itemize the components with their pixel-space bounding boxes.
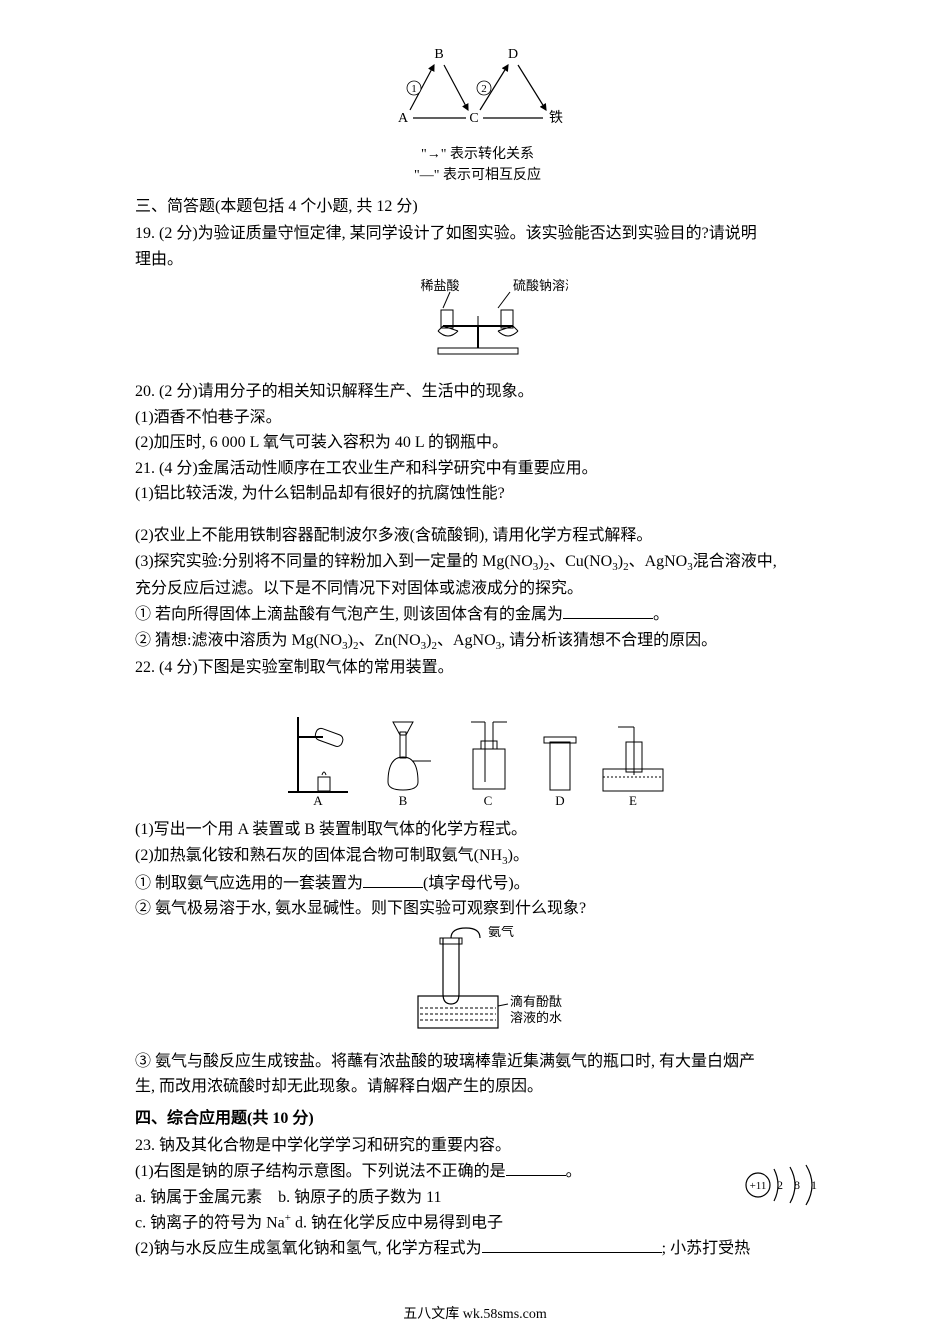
svg-text:1: 1: [811, 1178, 817, 1192]
svg-text:8: 8: [794, 1178, 800, 1192]
diagram-caption1: "→" 表示转化关系: [135, 144, 820, 165]
q23-intro: 23. 钠及其化合物是中学化学学习和研究的重要内容。: [135, 1133, 820, 1159]
blank-metal: [563, 618, 653, 619]
svg-text:A: A: [313, 793, 323, 807]
svg-text:D: D: [555, 793, 564, 807]
q21-intro: 21. (4 分)金属活动性顺序在工农业生产和科学研究中有重要应用。: [135, 456, 820, 482]
blank-answer: [506, 1175, 566, 1176]
blank-device: [363, 887, 423, 888]
q22-s1: ① 制取氨气应选用的一套装置为(填字母代号)。: [135, 871, 820, 897]
q21-p1: (1)铝比较活泼, 为什么铝制品却有很好的抗腐蚀性能?: [135, 481, 820, 507]
spacer: [135, 507, 820, 523]
section4-header: 四、综合应用题(共 10 分): [135, 1106, 820, 1132]
section3-header: 三、简答题(本题包括 4 个小题, 共 12 分): [135, 194, 820, 220]
q20-intro: 20. (2 分)请用分子的相关知识解释生产、生活中的现象。: [135, 379, 820, 405]
apparatus-figure: A B C D: [135, 687, 820, 816]
svg-text:D: D: [507, 47, 517, 62]
svg-text:E: E: [629, 793, 637, 807]
svg-text:铁: 铁: [549, 110, 563, 126]
q23-cd: c. 钠离子的符号为 Na+ d. 钠在化学反应中易得到电子: [135, 1210, 820, 1236]
q23-p1: (1)右图是钠的原子结构示意图。下列说法不正确的是。: [135, 1159, 820, 1185]
q21-p2: (2)农业上不能用铁制容器配制波尔多液(含硫酸铜), 请用化学方程式解释。: [135, 523, 820, 549]
q20-p2: (2)加压时, 6 000 L 氧气可装入容积为 40 L 的钢瓶中。: [135, 430, 820, 456]
svg-text:C: C: [483, 793, 492, 807]
svg-text:B: B: [434, 47, 443, 62]
blank-equation: [482, 1252, 662, 1253]
svg-text:C: C: [469, 111, 478, 126]
atom-structure-figure: +11 2 8 1: [742, 1161, 820, 1218]
diagram-caption2: "—" 表示可相互反应: [135, 165, 820, 186]
q22-s3a: ③ 氨气与酸反应生成铵盐。将蘸有浓盐酸的玻璃棒靠近集满氨气的瓶口时, 有大量白烟…: [135, 1049, 820, 1075]
q22-intro: 22. (4 分)下图是实验室制取气体的常用装置。: [135, 655, 820, 681]
q19-line2: 理由。: [135, 247, 820, 273]
q23-ab: a. 钠属于金属元素 b. 钠原子的质子数为 11: [135, 1185, 820, 1211]
ammonia-tube-figure: 氨气 滴有酚酞 溶液的水: [135, 926, 820, 1045]
svg-text:硫酸钠溶液: 硫酸钠溶液: [513, 278, 568, 293]
svg-text:滴有酚酞: 滴有酚酞: [510, 994, 562, 1009]
page-footer: 五八文库 wk.58sms.com: [0, 1304, 950, 1326]
q22-p2: (2)加热氯化铵和熟石灰的固体混合物可制取氨气(NH3)。: [135, 843, 820, 871]
svg-text:氨气: 氨气: [488, 926, 514, 939]
svg-text:A: A: [397, 111, 408, 126]
svg-text:2: 2: [481, 83, 487, 95]
q19-line1: 19. (2 分)为验证质量守恒定律, 某同学设计了如图实验。该实验能否达到实验…: [135, 221, 820, 247]
q22-p1: (1)写出一个用 A 装置或 B 装置制取气体的化学方程式。: [135, 817, 820, 843]
q21-s2: ② 猜想:滤液中溶质为 Mg(NO3)2、Zn(NO3)2、AgNO3, 请分析…: [135, 628, 820, 656]
svg-text:1: 1: [411, 83, 417, 95]
q21-s1: ① 若向所得固体上滴盐酸有气泡产生, 则该固体含有的金属为。: [135, 602, 820, 628]
q23-p2: (2)钠与水反应生成氢氧化钠和氢气, 化学方程式为; 小苏打受热: [135, 1236, 820, 1262]
q21-p3e: 充分反应后过滤。以下是不同情况下对固体或滤液成分的探究。: [135, 576, 820, 602]
svg-text:B: B: [398, 793, 407, 807]
svg-text:2: 2: [777, 1178, 783, 1192]
svg-text:+11: +11: [750, 1180, 767, 1192]
q22-s3b: 生, 而改用浓硫酸时却无此现象。请解释白烟产生的原因。: [135, 1074, 820, 1100]
q21-p3: (3)探究实验:分别将不同量的锌粉加入到一定量的 Mg(NO3)2、Cu(NO3…: [135, 549, 820, 577]
q22-s2: ② 氨气极易溶于水, 氨水显碱性。则下图实验可观察到什么现象?: [135, 896, 820, 922]
q20-p1: (1)酒香不怕巷子深。: [135, 405, 820, 431]
svg-text:稀盐酸: 稀盐酸: [420, 278, 459, 293]
svg-text:溶液的水: 溶液的水: [510, 1010, 562, 1025]
balance-figure: 稀盐酸 硫酸钠溶液: [135, 276, 820, 375]
conversion-diagram: A B C D 铁 1 2 "→" 表示转化关系 "—" 表示可相互反应: [135, 40, 820, 186]
